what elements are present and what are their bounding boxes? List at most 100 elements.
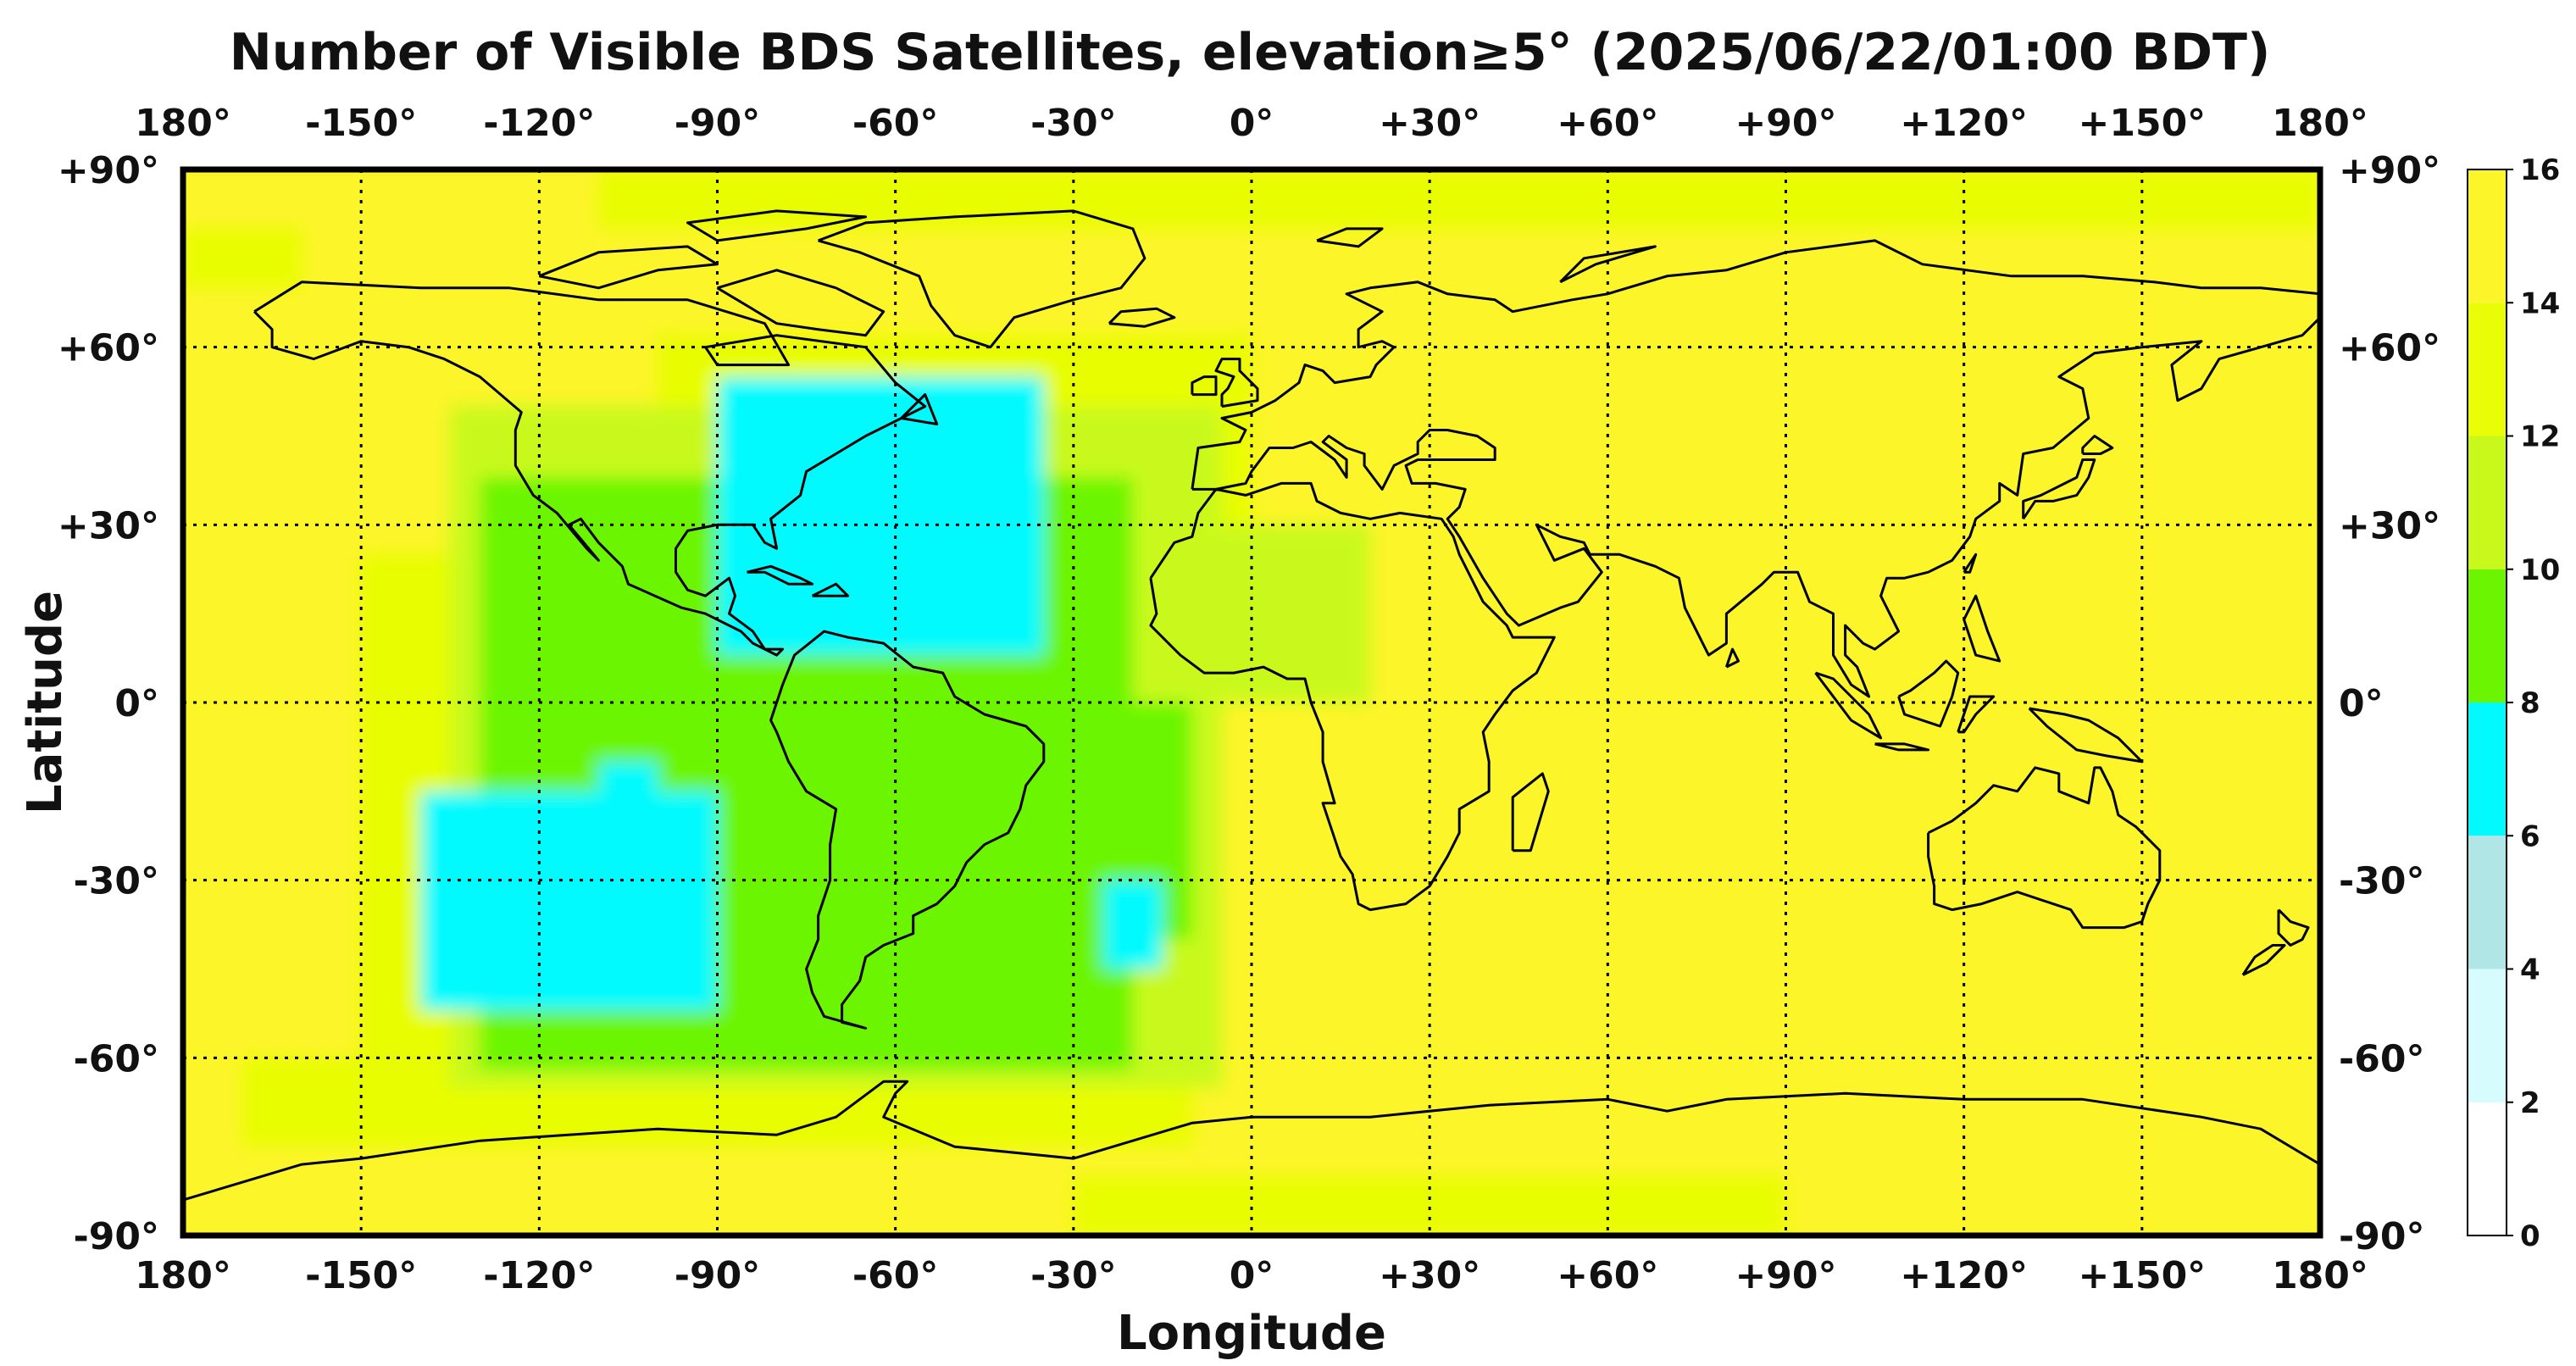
longitude-tick-label: +60° xyxy=(1557,1254,1658,1297)
coastline-eurasia xyxy=(1191,239,2320,698)
longitude-tick-label: 0° xyxy=(1230,102,1274,145)
colorbar-bin xyxy=(2468,969,2507,1102)
gridlines xyxy=(183,169,2320,1236)
longitude-tick-label: +150° xyxy=(2078,102,2206,145)
longitude-tick-label: -60° xyxy=(852,102,939,145)
visibility-region-0 xyxy=(1073,1176,1786,1236)
coastline-north-america xyxy=(253,280,927,657)
x-axis-label: Longitude xyxy=(1117,1306,1386,1361)
latitude-tick-label: +90° xyxy=(58,149,159,192)
longitude-ticks-bottom: 180° -150° -120° -90° -60° -30° 0° +30° +60° +90°… xyxy=(135,1254,2368,1297)
longitude-tick-label: -150° xyxy=(305,102,417,145)
colorbar xyxy=(2467,169,2507,1236)
longitude-tick-label: +90° xyxy=(1735,102,1836,145)
latitude-tick-label: -60° xyxy=(74,1037,160,1080)
colorbar-bin xyxy=(2468,303,2507,436)
longitude-tick-label: +120° xyxy=(1900,1254,2028,1297)
coastline-africa xyxy=(1149,481,1556,912)
colorbar-tick-label: 6 xyxy=(2520,819,2540,853)
coastline-sri-lanka xyxy=(1724,647,1740,669)
coastline-sumatra xyxy=(1814,671,1883,740)
colorbar-tick-label: 2 xyxy=(2520,1086,2540,1120)
latitude-tick-label: -30° xyxy=(2339,860,2425,903)
longitude-tick-label: -60° xyxy=(852,1254,939,1297)
coastline-philippines xyxy=(1963,594,2001,663)
coastline-cuba xyxy=(747,564,814,586)
colorbar-ticks: 0 2 4 6 8 10 12 14 16 xyxy=(2507,153,2560,1253)
coastline-madagascar xyxy=(1511,772,1550,852)
longitude-tick-label: -30° xyxy=(1030,102,1117,145)
visibility-region-3 xyxy=(598,169,2320,229)
coastline-greenland xyxy=(818,209,1146,349)
latitude-tick-label: +30° xyxy=(58,504,159,547)
coastline-baffin xyxy=(716,269,886,337)
latitude-tick-label: +30° xyxy=(2339,504,2440,547)
longitude-tick-label: +90° xyxy=(1735,1254,1836,1297)
visibility-region-2 xyxy=(183,228,303,288)
coastline-japan xyxy=(2022,458,2096,520)
longitude-tick-label: +60° xyxy=(1557,102,1658,145)
visibility-region-13 xyxy=(1102,880,1163,969)
visibility-region-12 xyxy=(598,761,658,791)
longitude-tick-label: 180° xyxy=(135,102,231,145)
latitude-ticks-right: +90° +60° +30° 0° -30° -60° -90° xyxy=(2339,149,2440,1258)
colorbar-bin xyxy=(2468,702,2507,836)
colorbar-tick-label: 8 xyxy=(2520,686,2540,720)
visibility-region-10 xyxy=(717,376,1044,656)
coastline-australia xyxy=(1927,766,2162,930)
latitude-tick-label: +90° xyxy=(2339,149,2440,192)
coastline-svalbard xyxy=(1316,227,1384,248)
longitude-tick-label: -120° xyxy=(483,102,595,145)
longitude-tick-label: +150° xyxy=(2078,1254,2206,1297)
longitude-tick-label: 0° xyxy=(1230,1254,1274,1297)
latitude-ticks-left: +90° +60° +30° 0° -30° -60° -90° xyxy=(58,149,159,1258)
coastline-taiwan xyxy=(1963,553,1978,574)
coastline-south-america xyxy=(769,630,1046,1030)
latitude-tick-label: +60° xyxy=(2339,327,2440,370)
latitude-tick-label: +60° xyxy=(58,327,159,370)
colorbar-bin xyxy=(2468,436,2507,569)
latitude-tick-label: -90° xyxy=(74,1215,160,1258)
longitude-tick-label: 180° xyxy=(2272,1254,2368,1297)
y-axis-label: Latitude xyxy=(18,591,73,814)
colorbar-bin xyxy=(2468,169,2507,303)
coastline-ireland xyxy=(1191,375,1218,397)
colorbar-tick-label: 4 xyxy=(2520,953,2540,987)
coastline-nz-north xyxy=(2277,908,2310,947)
longitude-tick-label: 180° xyxy=(2272,102,2368,145)
longitude-tick-label: -120° xyxy=(483,1254,595,1297)
coastline-newfoundland xyxy=(900,393,939,425)
colorbar-tick-label: 0 xyxy=(2520,1219,2540,1253)
coastline-ellesmere xyxy=(686,209,868,242)
latitude-tick-label: 0° xyxy=(114,682,159,725)
colorbar-tick-label: 10 xyxy=(2520,553,2560,587)
coastline-nz-south xyxy=(2241,944,2286,976)
coastline-hispaniola xyxy=(811,582,850,597)
coastline-uk xyxy=(1214,358,1259,408)
longitude-tick-label: +30° xyxy=(1379,1254,1480,1297)
longitude-tick-label: +120° xyxy=(1900,102,2028,145)
coastline-novaya-zemlya xyxy=(1559,245,1657,284)
latitude-tick-label: -30° xyxy=(74,860,160,903)
latitude-tick-label: 0° xyxy=(2339,682,2384,725)
latitude-tick-label: -90° xyxy=(2339,1215,2425,1258)
figure-title: Number of Visible BDS Satellites, elevat… xyxy=(230,23,2271,82)
colorbar-tick-label: 16 xyxy=(2520,153,2560,187)
coastline-antarctica xyxy=(183,1080,2320,1202)
longitude-tick-label: -90° xyxy=(675,1254,761,1297)
longitude-ticks-top: 180° -150° -120° -90° -60° -30° 0° +30° +60° +90°… xyxy=(135,102,2368,145)
map-frame xyxy=(180,166,2323,1239)
colorbar-bin xyxy=(2468,569,2507,702)
longitude-tick-label: -90° xyxy=(675,102,761,145)
colorbar-bin xyxy=(2468,1102,2507,1236)
longitude-tick-label: 180° xyxy=(135,1254,231,1297)
colorbar-tick-label: 12 xyxy=(2520,420,2560,454)
longitude-tick-label: +30° xyxy=(1379,102,1480,145)
longitude-tick-label: -150° xyxy=(305,1254,417,1297)
colorbar-bin xyxy=(2468,836,2507,969)
coastline-iceland xyxy=(1108,307,1176,328)
latitude-tick-label: -60° xyxy=(2339,1037,2425,1080)
coastline-borneo xyxy=(1897,659,1960,728)
longitude-tick-label: -30° xyxy=(1030,1254,1117,1297)
